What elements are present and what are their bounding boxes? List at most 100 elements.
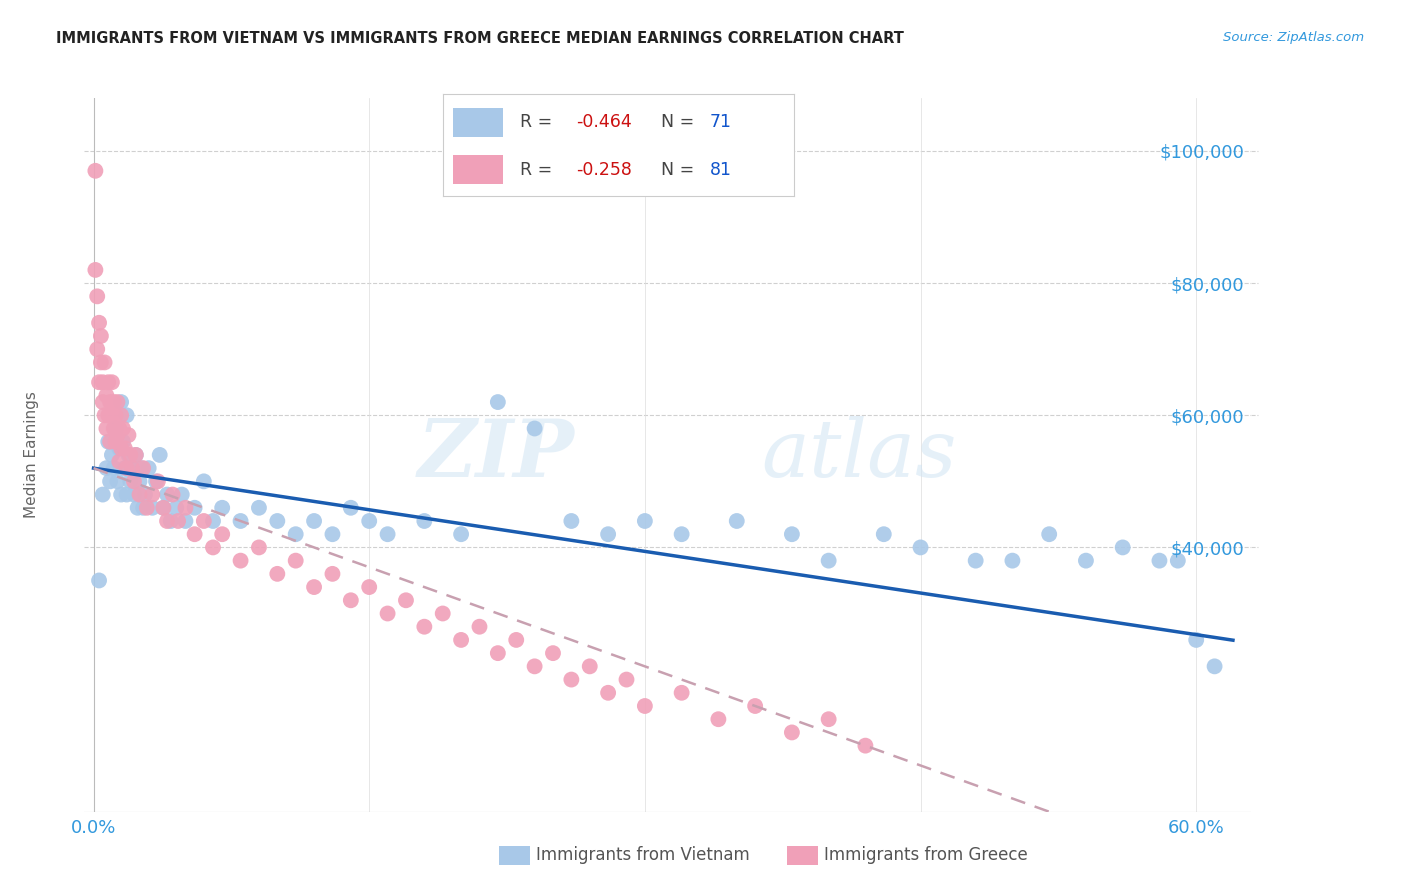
Point [229, 554, 252, 568]
Point [395, 593, 418, 607]
Point [107, 428, 129, 442]
Point [97, 376, 120, 390]
Text: atlas: atlas [761, 417, 956, 493]
Point [146, 475, 169, 489]
Text: ZIP: ZIP [418, 417, 575, 493]
Text: Median Earnings: Median Earnings [24, 392, 39, 518]
Point [138, 461, 160, 475]
Point [162, 487, 184, 501]
Point [965, 554, 987, 568]
Text: N =: N = [661, 113, 695, 131]
Bar [453, 155, 503, 184]
Point [120, 448, 142, 462]
Point [359, 514, 381, 528]
Point [413, 620, 436, 634]
Point [93, 355, 115, 369]
Point [120, 475, 142, 489]
Text: -0.464: -0.464 [576, 113, 633, 131]
Point [152, 500, 174, 515]
Point [817, 712, 839, 726]
Point [98, 475, 121, 489]
Point [86, 289, 108, 303]
Point [193, 475, 215, 489]
Point [156, 487, 179, 501]
Point [855, 739, 877, 753]
Point [90, 355, 112, 369]
Point [159, 514, 181, 528]
Point [671, 527, 693, 541]
Text: R =: R = [520, 113, 553, 131]
Point [174, 514, 197, 528]
Point [156, 514, 179, 528]
Point [108, 454, 131, 468]
Point [86, 342, 108, 356]
Point [104, 421, 127, 435]
Point [560, 514, 582, 528]
Text: Immigrants from Greece: Immigrants from Greece [824, 847, 1028, 864]
Point [90, 329, 112, 343]
Point [101, 448, 124, 462]
Point [671, 686, 693, 700]
Text: 71: 71 [710, 113, 733, 131]
Point [450, 527, 472, 541]
Point [91, 395, 114, 409]
Point [128, 487, 150, 501]
Point [284, 554, 307, 568]
Point [505, 632, 527, 647]
Bar [453, 108, 503, 136]
Point [107, 395, 129, 409]
Point [413, 514, 436, 528]
Point [132, 461, 155, 475]
Point [135, 500, 157, 515]
Point [523, 659, 546, 673]
Point [340, 500, 363, 515]
Point [211, 500, 233, 515]
Point [321, 566, 343, 581]
Point [84, 263, 107, 277]
Point [152, 500, 174, 515]
Point [110, 487, 132, 501]
Point [183, 500, 205, 515]
Point [103, 395, 125, 409]
Point [486, 395, 509, 409]
Point [111, 421, 134, 435]
Point [98, 434, 121, 449]
Point [110, 442, 132, 456]
Point [115, 487, 138, 501]
Point [104, 434, 127, 449]
Point [174, 500, 197, 515]
Point [114, 442, 136, 456]
Point [101, 409, 124, 423]
Point [780, 725, 803, 739]
Point [211, 527, 233, 541]
Point [122, 487, 145, 501]
Point [91, 376, 114, 390]
Point [121, 461, 143, 475]
Point [121, 461, 143, 475]
Point [117, 448, 139, 462]
Point [97, 434, 120, 449]
Point [87, 376, 110, 390]
Point [744, 698, 766, 713]
Point [302, 514, 325, 528]
Point [103, 421, 125, 435]
Point [377, 527, 399, 541]
Point [134, 487, 156, 501]
Point [616, 673, 638, 687]
Point [377, 607, 399, 621]
Point [167, 514, 190, 528]
Point [91, 487, 114, 501]
Point [266, 514, 288, 528]
Text: 81: 81 [710, 161, 733, 178]
Point [103, 461, 125, 475]
Point [115, 409, 138, 423]
Point [141, 487, 163, 501]
Point [634, 514, 657, 528]
Point [183, 527, 205, 541]
Text: Immigrants from Vietnam: Immigrants from Vietnam [536, 847, 749, 864]
Point [1204, 659, 1226, 673]
Point [87, 574, 110, 588]
Point [229, 514, 252, 528]
Point [96, 461, 118, 475]
Point [97, 409, 120, 423]
